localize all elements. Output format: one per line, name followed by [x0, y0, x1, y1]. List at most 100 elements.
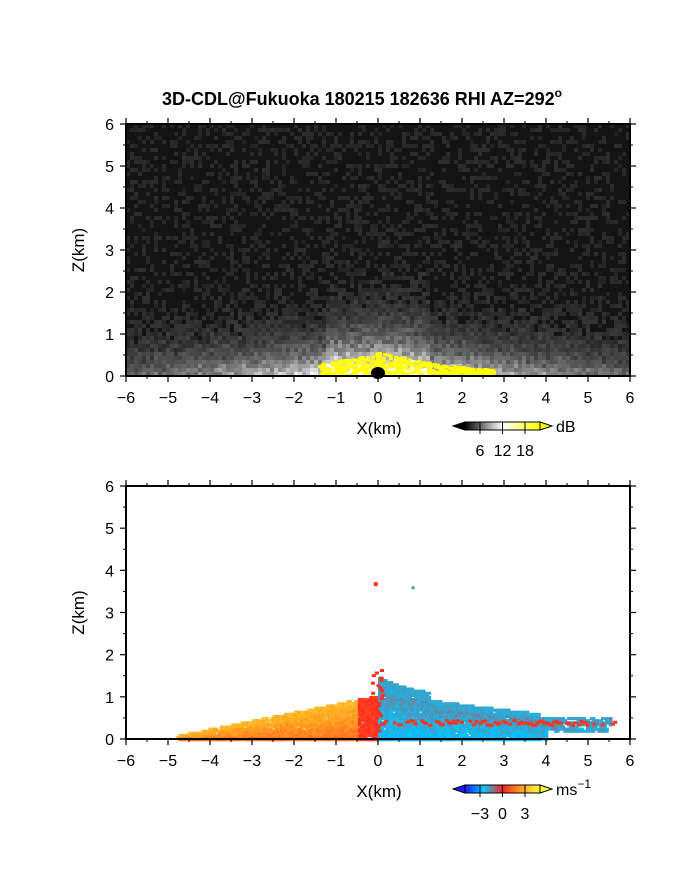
- intensity-cell: [330, 144, 334, 148]
- intensity-cell: [294, 320, 298, 324]
- intensity-cell: [518, 260, 522, 264]
- intensity-cell: [434, 304, 438, 308]
- intensity-cell: [194, 276, 198, 280]
- intensity-cell: [578, 316, 582, 320]
- intensity-cell: [254, 360, 258, 364]
- intensity-cell: [502, 356, 506, 360]
- intensity-cell: [498, 168, 502, 172]
- intensity-cell: [302, 132, 306, 136]
- intensity-cell: [394, 336, 398, 340]
- intensity-cell: [358, 280, 362, 284]
- intensity-cell: [238, 344, 242, 348]
- intensity-cell: [394, 312, 398, 316]
- intensity-cell: [514, 336, 518, 340]
- intensity-cell: [566, 204, 570, 208]
- intensity-cell: [370, 324, 374, 328]
- intensity-cell: [214, 368, 218, 372]
- intensity-cell: [518, 232, 522, 236]
- intensity-cell: [466, 320, 470, 324]
- intensity-cell: [178, 192, 182, 196]
- intensity-cell: [302, 240, 306, 244]
- intensity-cell: [250, 124, 254, 128]
- intensity-cell: [338, 292, 342, 296]
- intensity-cell: [302, 144, 306, 148]
- intensity-cell: [522, 344, 526, 348]
- intensity-cell: [306, 356, 310, 360]
- intensity-cell: [406, 232, 410, 236]
- intensity-cell: [434, 352, 438, 356]
- intensity-cell: [154, 196, 158, 200]
- intensity-cell: [458, 288, 462, 292]
- intensity-cell: [126, 248, 130, 252]
- intensity-cell: [590, 148, 594, 152]
- intensity-cell: [246, 288, 250, 292]
- intensity-cell: [354, 248, 358, 252]
- intensity-cell: [582, 216, 586, 220]
- saturated-cell: [350, 364, 355, 368]
- intensity-cell: [270, 364, 274, 368]
- intensity-cell: [582, 272, 586, 276]
- intensity-cell: [198, 364, 202, 368]
- intensity-cell: [302, 328, 306, 332]
- intensity-cell: [194, 156, 198, 160]
- intensity-cell: [546, 364, 550, 368]
- intensity-cell: [146, 312, 150, 316]
- intensity-cell: [602, 256, 606, 260]
- intensity-cell: [418, 336, 422, 340]
- intensity-cell: [226, 324, 230, 328]
- intensity-cell: [358, 248, 362, 252]
- intensity-cell: [222, 180, 226, 184]
- intensity-cell: [254, 232, 258, 236]
- intensity-cell: [578, 216, 582, 220]
- intensity-cell: [294, 252, 298, 256]
- intensity-cell: [386, 300, 390, 304]
- intensity-cell: [478, 164, 482, 168]
- intensity-cell: [438, 260, 442, 264]
- intensity-cell: [510, 220, 514, 224]
- intensity-cell: [182, 372, 186, 376]
- intensity-cell: [178, 368, 182, 372]
- intensity-cell: [490, 316, 494, 320]
- intensity-cell: [558, 288, 562, 292]
- colorbar-segment: [490, 422, 493, 430]
- intensity-cell: [298, 336, 302, 340]
- intensity-cell: [282, 316, 286, 320]
- intensity-cell: [506, 360, 510, 364]
- intensity-cell: [606, 344, 610, 348]
- intensity-cell: [510, 340, 514, 344]
- intensity-cell: [370, 144, 374, 148]
- intensity-cell: [510, 148, 514, 152]
- intensity-cell: [282, 164, 286, 168]
- intensity-cell: [386, 296, 390, 300]
- intensity-cell: [142, 348, 146, 352]
- intensity-cell: [478, 192, 482, 196]
- intensity-cell: [266, 172, 270, 176]
- intensity-cell: [522, 140, 526, 144]
- intensity-cell: [162, 248, 166, 252]
- intensity-cell: [290, 132, 294, 136]
- intensity-cell: [530, 256, 534, 260]
- intensity-cell: [554, 168, 558, 172]
- intensity-cell: [530, 136, 534, 140]
- intensity-cell: [454, 232, 458, 236]
- intensity-cell: [554, 236, 558, 240]
- intensity-cell: [346, 312, 350, 316]
- intensity-cell: [430, 312, 434, 316]
- intensity-cell: [542, 300, 546, 304]
- intensity-cell: [414, 336, 418, 340]
- intensity-cell: [366, 288, 370, 292]
- intensity-cell: [618, 200, 622, 204]
- intensity-cell: [554, 252, 558, 256]
- intensity-cell: [182, 240, 186, 244]
- intensity-cell: [434, 224, 438, 228]
- intensity-cell: [186, 212, 190, 216]
- intensity-cell: [194, 288, 198, 292]
- intensity-cell: [254, 212, 258, 216]
- intensity-cell: [286, 340, 290, 344]
- intensity-cell: [146, 320, 150, 324]
- intensity-cell: [446, 152, 450, 156]
- intensity-cell: [214, 192, 218, 196]
- intensity-cell: [398, 276, 402, 280]
- intensity-cell: [602, 232, 606, 236]
- intensity-cell: [574, 216, 578, 220]
